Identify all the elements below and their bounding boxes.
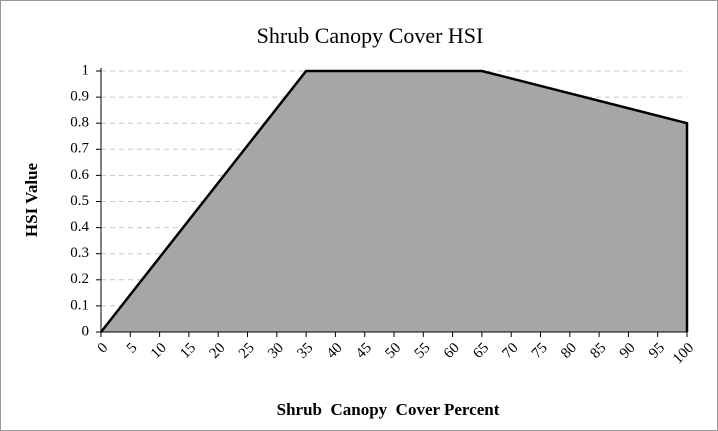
y-tick-label: 0.4 [70,219,89,235]
chart-title: Shrub Canopy Cover HSI [257,23,484,48]
area-line [100,69,689,333]
y-tick-label: 0.9 [70,89,89,105]
y-tick-label: 0.1 [70,297,89,313]
x-axis-label: Shrub Canopy Cover Percent [277,400,500,419]
y-tick-label: 1 [82,62,90,78]
y-tick-label: 0.7 [70,141,89,157]
y-tick-label: 0.6 [70,167,89,183]
y-tick-label: 0.3 [70,245,89,261]
y-axis-label: HSI Value [22,162,41,237]
area [101,71,687,332]
y-tick-label: 0.2 [70,271,89,287]
y-tick-label: 0.5 [70,193,89,209]
y-tick-label: 0.8 [70,115,89,131]
y-tick-label: 0 [82,323,90,339]
